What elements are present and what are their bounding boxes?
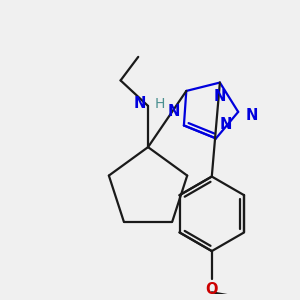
- Text: O: O: [206, 283, 218, 298]
- Text: N: N: [220, 117, 232, 132]
- Text: N: N: [246, 108, 258, 123]
- Text: N: N: [214, 89, 226, 104]
- Text: N: N: [168, 104, 180, 119]
- Text: H: H: [154, 97, 165, 111]
- Text: N: N: [134, 97, 146, 112]
